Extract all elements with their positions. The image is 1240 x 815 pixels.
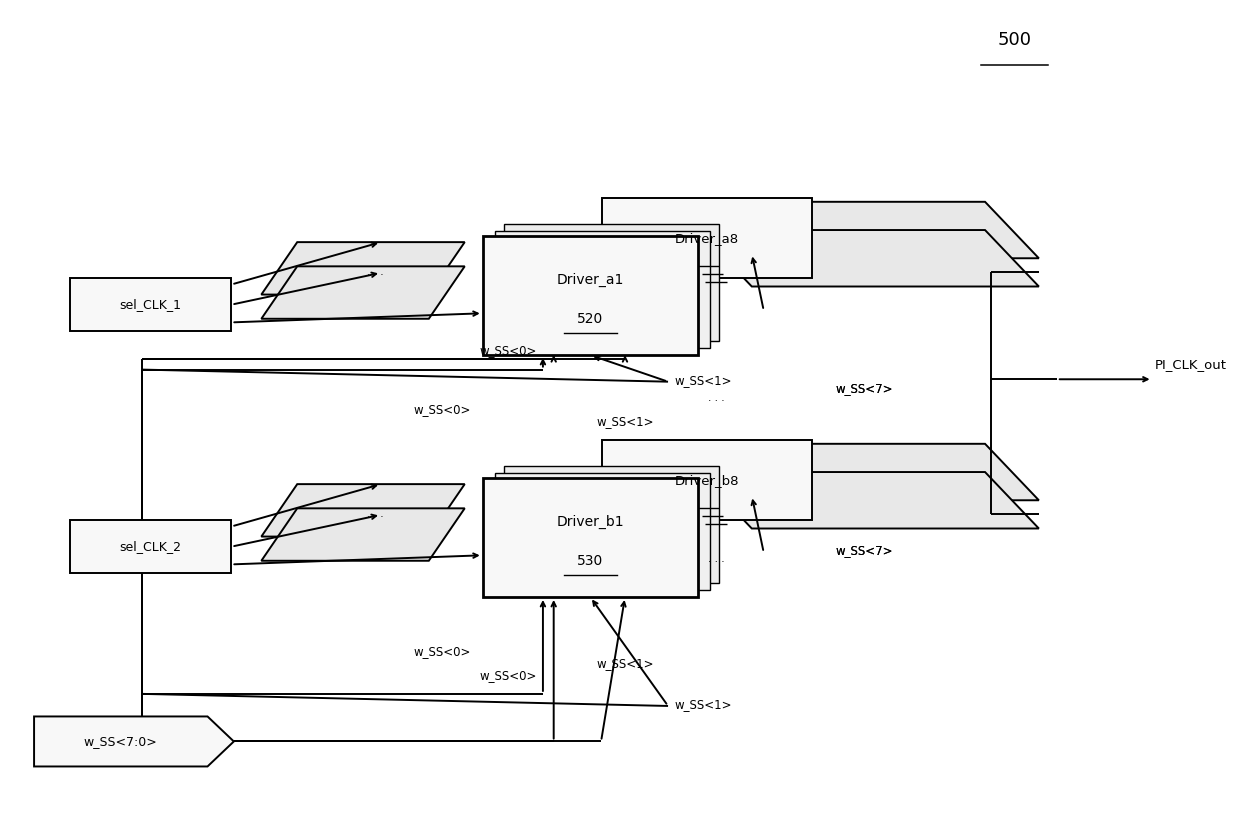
Polygon shape bbox=[698, 472, 1039, 528]
Text: w_SS<0>: w_SS<0> bbox=[413, 645, 471, 658]
Text: sel_CLK_2: sel_CLK_2 bbox=[120, 540, 182, 553]
Polygon shape bbox=[262, 267, 465, 319]
Polygon shape bbox=[262, 509, 465, 561]
Bar bbox=[69, 521, 232, 573]
Bar bbox=[495, 473, 711, 590]
Text: w_SS<7>: w_SS<7> bbox=[836, 544, 893, 557]
Text: sel_CLK_1: sel_CLK_1 bbox=[120, 298, 182, 311]
Text: 500: 500 bbox=[998, 32, 1032, 50]
Bar bbox=[482, 236, 698, 355]
Text: w_SS<1>: w_SS<1> bbox=[596, 658, 653, 671]
Bar bbox=[603, 440, 812, 521]
Text: . . .: . . . bbox=[367, 509, 383, 519]
Bar bbox=[505, 466, 719, 584]
Text: w_SS<7>: w_SS<7> bbox=[836, 544, 893, 557]
Text: w_SS<7>: w_SS<7> bbox=[836, 382, 893, 395]
Polygon shape bbox=[698, 444, 1039, 500]
Text: PI_CLK_out: PI_CLK_out bbox=[1154, 359, 1226, 371]
Bar bbox=[603, 198, 812, 279]
Text: w_SS<1>: w_SS<1> bbox=[596, 416, 653, 429]
Text: . . .: . . . bbox=[708, 393, 724, 403]
Text: w_SS<0>: w_SS<0> bbox=[480, 669, 537, 682]
Text: w_SS<7:0>: w_SS<7:0> bbox=[84, 735, 157, 748]
Text: 530: 530 bbox=[577, 554, 604, 568]
Text: w_SS<7>: w_SS<7> bbox=[836, 382, 893, 395]
Polygon shape bbox=[698, 202, 1039, 258]
Text: w_SS<0>: w_SS<0> bbox=[480, 345, 537, 358]
Text: 520: 520 bbox=[577, 312, 604, 326]
Bar bbox=[69, 279, 232, 331]
Text: w_SS<0>: w_SS<0> bbox=[413, 403, 471, 416]
Text: w_SS<1>: w_SS<1> bbox=[675, 373, 732, 386]
Text: . . .: . . . bbox=[367, 267, 383, 277]
Polygon shape bbox=[262, 484, 465, 536]
Text: . . .: . . . bbox=[708, 554, 724, 564]
Polygon shape bbox=[33, 716, 234, 766]
Text: Driver_b1: Driver_b1 bbox=[557, 515, 624, 529]
Bar bbox=[505, 224, 719, 341]
Text: Driver_a8: Driver_a8 bbox=[675, 231, 739, 244]
Polygon shape bbox=[262, 242, 465, 294]
Bar bbox=[495, 231, 711, 348]
Bar bbox=[482, 478, 698, 597]
Polygon shape bbox=[698, 230, 1039, 287]
Text: w_SS<1>: w_SS<1> bbox=[675, 698, 732, 711]
Text: Driver_a1: Driver_a1 bbox=[557, 273, 624, 287]
Text: Driver_b8: Driver_b8 bbox=[675, 474, 739, 487]
